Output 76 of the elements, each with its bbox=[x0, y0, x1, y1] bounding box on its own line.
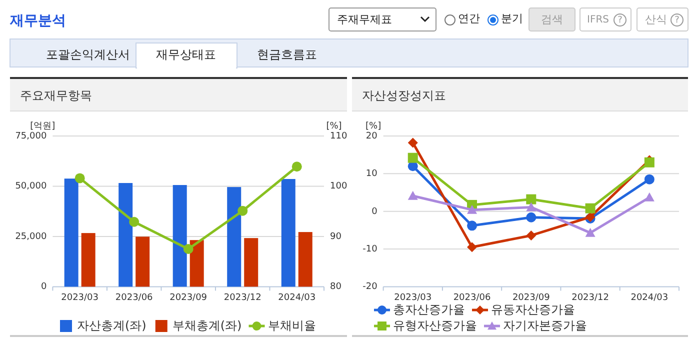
y-tick-label: -10 bbox=[362, 244, 378, 254]
y2-tick-label: 110 bbox=[330, 131, 348, 142]
y-tick-label: 10 bbox=[366, 169, 378, 180]
text: IFRS bbox=[587, 14, 609, 26]
text: ? bbox=[674, 15, 680, 26]
y-tick-label: 75,000 bbox=[15, 131, 47, 142]
bar bbox=[64, 178, 78, 287]
y2-tick-label: 90 bbox=[330, 232, 342, 242]
text: 검색 bbox=[541, 13, 563, 26]
bar bbox=[81, 233, 96, 287]
legend-label: 자기자본증가율 bbox=[503, 318, 587, 332]
point bbox=[644, 174, 654, 184]
text: 연간 bbox=[458, 12, 480, 26]
bar bbox=[281, 179, 296, 287]
x-tick-label: 2023/12 bbox=[224, 293, 262, 304]
point bbox=[467, 220, 478, 231]
point bbox=[238, 206, 248, 216]
text: 분기 bbox=[501, 12, 523, 26]
x-tick-label: 2023/09 bbox=[512, 293, 550, 304]
point bbox=[526, 230, 536, 240]
legend-label: 부채총계(좌) bbox=[172, 318, 242, 332]
point bbox=[585, 203, 596, 214]
y-tick-label: 0 bbox=[40, 282, 47, 292]
point bbox=[585, 228, 596, 237]
point bbox=[408, 190, 418, 200]
legend-label: 자산총계(좌) bbox=[77, 318, 146, 332]
x-tick-label: 2024/03 bbox=[630, 293, 668, 304]
y2-axis-title: [%] bbox=[326, 121, 342, 132]
x-tick-label: 2024/03 bbox=[278, 293, 316, 304]
y-tick-label: 50,000 bbox=[15, 182, 47, 192]
text: 산식 bbox=[645, 13, 667, 26]
y-tick-label: -20 bbox=[362, 282, 378, 292]
x-tick-label: 2023/12 bbox=[572, 293, 609, 304]
legend-label: 부채비율 bbox=[268, 318, 316, 332]
point bbox=[292, 162, 302, 172]
chart-title: 자산성장성지표 bbox=[362, 88, 446, 102]
bar bbox=[298, 232, 312, 287]
y2-tick-label: 80 bbox=[330, 282, 342, 292]
chart-title: 주요재무항목 bbox=[20, 88, 92, 102]
bar bbox=[227, 187, 242, 287]
point bbox=[74, 173, 85, 184]
bar bbox=[190, 240, 204, 287]
bar bbox=[172, 185, 187, 287]
x-tick-label: 2023/06 bbox=[115, 293, 154, 304]
point bbox=[408, 138, 418, 148]
x-tick-label: 2023/03 bbox=[61, 293, 99, 304]
y-tick-label: 20 bbox=[366, 131, 378, 142]
point bbox=[183, 244, 194, 254]
legend-label: 유형자산증가율 bbox=[393, 318, 477, 332]
y-axis-title: [%] bbox=[366, 121, 382, 132]
point bbox=[526, 212, 536, 222]
bar bbox=[118, 183, 133, 287]
text: 재무상태표 bbox=[156, 47, 216, 62]
y2-tick-label: 100 bbox=[330, 182, 348, 192]
bar bbox=[136, 236, 150, 287]
text: 현금흐름표 bbox=[257, 47, 317, 62]
text: 재무분석 bbox=[9, 12, 66, 29]
point bbox=[526, 202, 536, 212]
x-tick-label: 2023/03 bbox=[394, 293, 432, 304]
point bbox=[129, 216, 140, 227]
point bbox=[467, 204, 478, 214]
point bbox=[644, 192, 654, 202]
x-tick-label: 2023/09 bbox=[170, 293, 208, 304]
point bbox=[526, 194, 536, 204]
text: 포괄손익계산서 bbox=[46, 47, 130, 62]
point bbox=[408, 152, 418, 163]
y-tick-label: 0 bbox=[372, 206, 378, 217]
y-tick-label: 25,000 bbox=[15, 232, 47, 242]
legend-label: 유동자산증가율 bbox=[491, 302, 575, 316]
text: 주재무제표 bbox=[337, 13, 392, 26]
y-axis-title: [억원] bbox=[30, 121, 56, 132]
legend-label: 총자산증가율 bbox=[393, 302, 465, 316]
point bbox=[467, 242, 478, 252]
text: ? bbox=[618, 15, 623, 26]
bar bbox=[244, 238, 258, 287]
x-tick-label: 2023/06 bbox=[453, 293, 491, 304]
